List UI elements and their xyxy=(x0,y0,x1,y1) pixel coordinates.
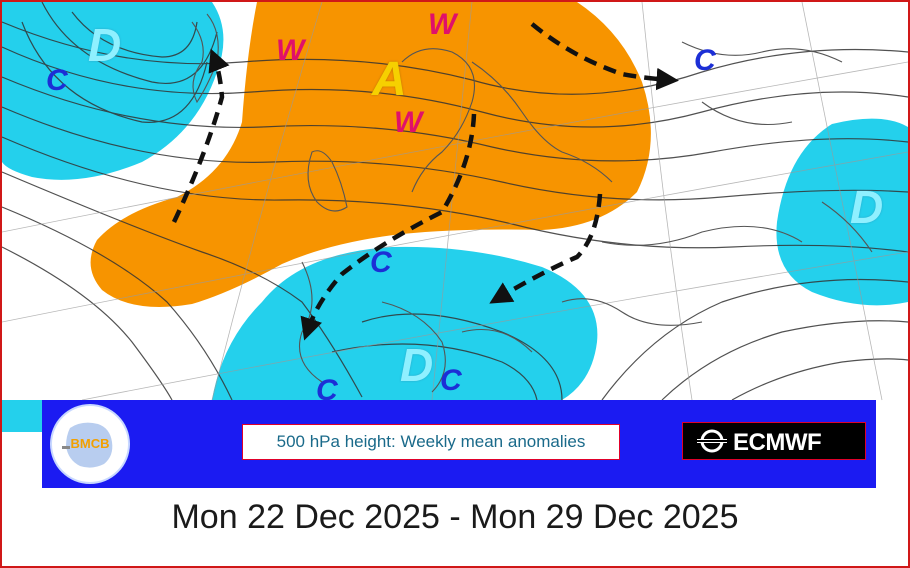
warm-label: W xyxy=(428,8,457,41)
belgium-map-icon xyxy=(62,422,113,468)
map-caption: 500 hPa height: Weekly mean anomalies xyxy=(242,424,620,460)
positive-anomaly-central xyxy=(90,2,651,307)
ecmwf-logo: ECMWF xyxy=(682,422,866,460)
circulation-arrows xyxy=(171,22,679,341)
cold-label: C xyxy=(440,364,462,397)
negative-anomaly-southwest-edge xyxy=(2,400,42,432)
arrow-northeast xyxy=(530,22,679,91)
low-center-label: D xyxy=(850,181,884,233)
arrow-balkans xyxy=(489,193,603,304)
height-contours xyxy=(2,2,908,401)
coastlines xyxy=(191,13,873,393)
graticule xyxy=(2,2,908,401)
cold-label: C xyxy=(316,374,338,407)
cold-label: C xyxy=(694,44,716,77)
brand-name: ECMWF xyxy=(733,429,822,456)
logo-text: BMCB xyxy=(70,436,110,451)
low-center-label: D xyxy=(400,339,434,391)
bmcb-logo: BMCB xyxy=(52,406,128,482)
low-center-label: D xyxy=(88,19,122,71)
ecmwf-emblem-icon xyxy=(695,429,729,453)
arrow-iberia xyxy=(300,113,477,341)
cold-label: C xyxy=(370,246,392,279)
caption-banner: BMCB 500 hPa height: Weekly mean anomali… xyxy=(42,400,876,488)
high-center-label: A xyxy=(372,53,407,106)
negative-anomaly-northwest xyxy=(2,2,224,180)
warm-label: W xyxy=(276,34,305,67)
weather-map xyxy=(2,2,908,432)
negative-anomaly-east xyxy=(776,118,908,306)
cold-label: C xyxy=(46,64,68,97)
warm-label: W xyxy=(394,106,423,139)
date-range: Mon 22 Dec 2025 - Mon 29 Dec 2025 xyxy=(171,498,739,536)
